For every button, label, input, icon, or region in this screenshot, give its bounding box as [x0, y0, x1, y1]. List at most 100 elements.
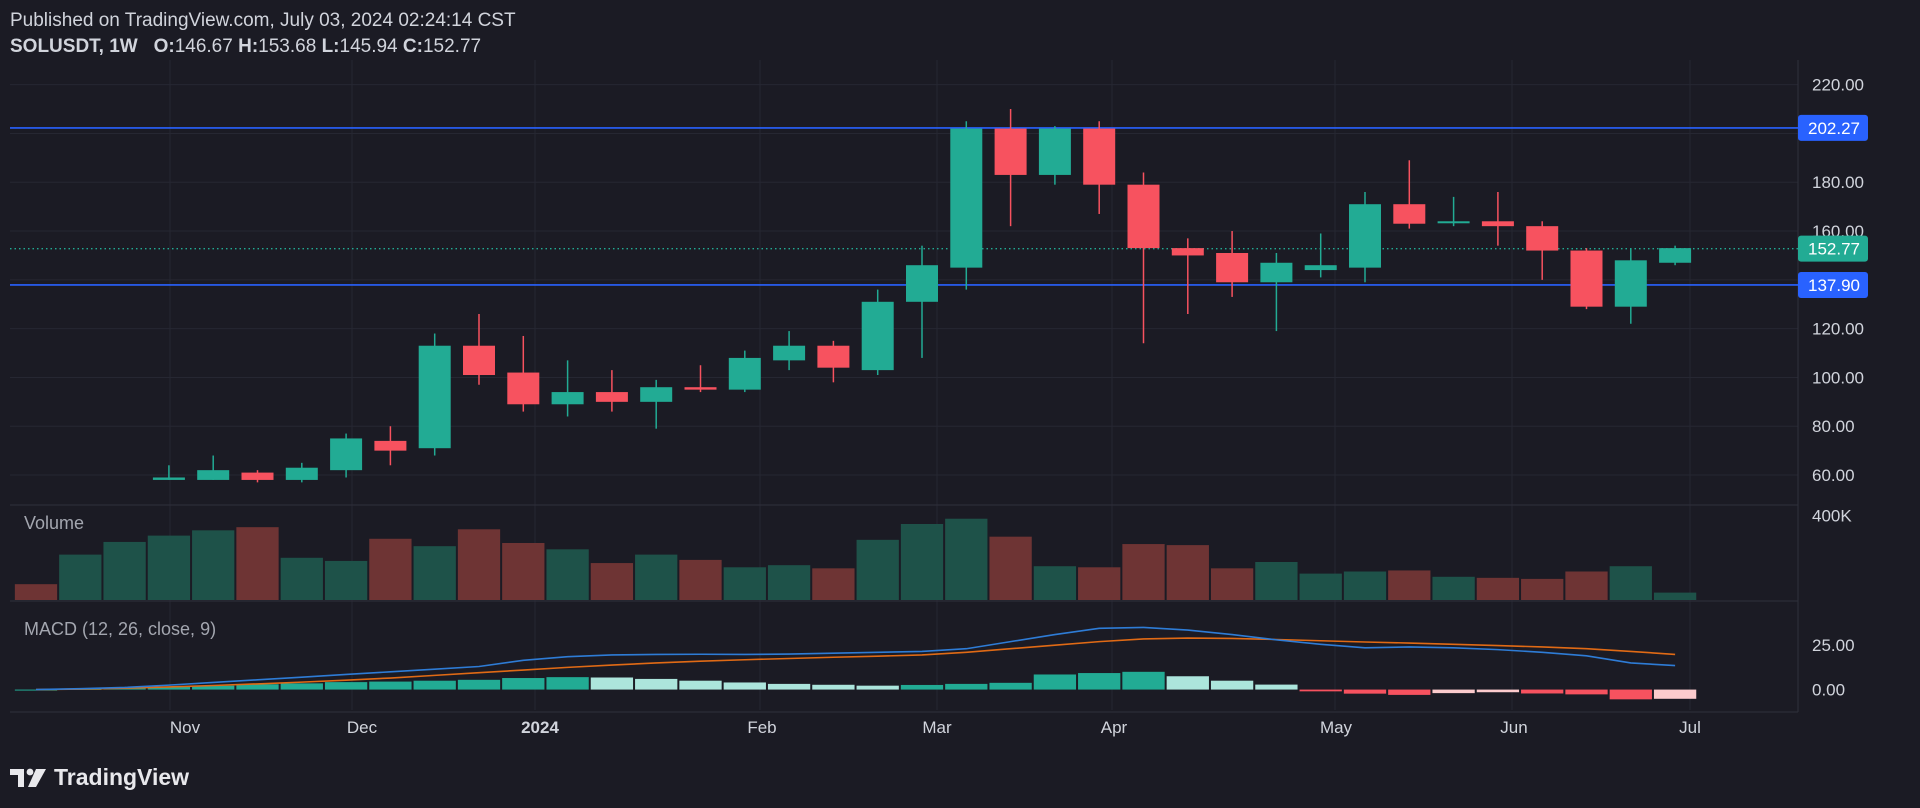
- low-value: 145.94: [339, 36, 398, 57]
- volume-pane-label: Volume: [24, 513, 84, 533]
- candle-body: [1393, 204, 1426, 224]
- open-label: O:: [153, 36, 175, 57]
- price-tag-label: 137.90: [1808, 276, 1860, 295]
- candle-body: [1570, 250, 1603, 307]
- macd-histogram-bar: [1476, 689, 1520, 693]
- published-info: Published on TradingView.com, July 03, 2…: [10, 10, 516, 31]
- candle-body: [285, 467, 318, 480]
- macd-histogram-bar: [546, 677, 589, 690]
- macd-histogram-bar: [900, 684, 944, 690]
- time-tick-label: Apr: [1101, 718, 1128, 737]
- macd-tick-label: 25.00: [1812, 636, 1855, 655]
- candle-body: [640, 387, 673, 402]
- macd-histogram-bar: [1609, 689, 1652, 700]
- price-tag-label: 202.27: [1808, 119, 1860, 138]
- candle-body: [950, 128, 983, 268]
- macd-histogram-bar: [856, 685, 899, 690]
- macd-pane-label: MACD (12, 26, close, 9): [24, 619, 216, 639]
- macd-histogram-bar: [14, 689, 58, 691]
- price-tag: [1798, 271, 1868, 298]
- candle-body: [197, 470, 230, 480]
- volume-bar: [1299, 573, 1342, 600]
- macd-histogram-bar: [1521, 689, 1564, 694]
- price-tick-label: 220.00: [1812, 76, 1864, 95]
- candle-body: [418, 345, 451, 449]
- candle-body: [551, 392, 584, 405]
- candle-body: [1304, 265, 1337, 271]
- volume-bar: [723, 567, 766, 600]
- volume-bar: [945, 518, 988, 600]
- candle-body: [152, 477, 185, 480]
- volume-bar: [989, 536, 1032, 600]
- volume-bar: [767, 565, 811, 600]
- open-value: 146.67: [174, 36, 233, 57]
- candle-body: [595, 392, 628, 402]
- macd-histogram-bar: [590, 677, 634, 690]
- volume-bar: [457, 529, 501, 600]
- volume-bar: [900, 524, 944, 600]
- candle-body: [241, 472, 274, 480]
- macd-histogram-bar: [147, 686, 191, 690]
- price-tick-label: 80.00: [1812, 417, 1855, 436]
- volume-bar: [236, 527, 279, 600]
- volume-bar: [1565, 571, 1608, 600]
- volume-bar: [1078, 567, 1121, 600]
- volume-bar: [856, 539, 899, 600]
- axes[interactable]: 220.00180.00160.00120.00100.0080.0060.00…: [170, 76, 1868, 737]
- high-label: H:: [238, 36, 259, 57]
- volume-bar: [1033, 566, 1077, 600]
- candle-body: [463, 345, 495, 375]
- candle-body: [1614, 260, 1647, 307]
- candle-body: [1127, 184, 1160, 249]
- candle-body: [1171, 248, 1204, 256]
- candle-body: [330, 438, 363, 471]
- macd-histogram-bar: [723, 682, 766, 690]
- macd-line: [35, 626, 1676, 691]
- horizontal-lines[interactable]: [10, 127, 1798, 286]
- macd-histogram-bar: [413, 680, 456, 690]
- candle-body: [684, 387, 717, 390]
- price-tick-label: 120.00: [1812, 320, 1864, 339]
- candle-body: [728, 357, 761, 390]
- volume-bar: [1122, 544, 1165, 600]
- macd-histogram-bar: [1565, 689, 1608, 695]
- time-tick-label: Mar: [922, 718, 952, 737]
- volume-bar: [59, 554, 102, 600]
- volume-bar: [192, 530, 235, 600]
- price-tick-label: 60.00: [1812, 466, 1855, 485]
- symbol-interval[interactable]: SOLUSDT, 1W: [10, 36, 138, 57]
- volume-bar: [679, 559, 722, 600]
- volume-bar: [1609, 566, 1652, 600]
- macd-histogram-bar: [1033, 674, 1077, 690]
- tradingview-logo-icon: [10, 768, 46, 787]
- high-value: 153.68: [258, 36, 317, 57]
- volume-bar: [103, 541, 146, 600]
- tradingview-footer: TradingView: [10, 764, 189, 791]
- volume-tick-label: 400K: [1812, 507, 1852, 526]
- macd-histogram-bar: [1343, 689, 1387, 694]
- volume-bar: [502, 543, 545, 600]
- volume-bar: [1343, 571, 1387, 600]
- candle-body: [1216, 253, 1249, 283]
- volume-bar: [413, 546, 456, 600]
- ohlc-legend: SOLUSDT, 1W O:146.67 H:153.68 L:145.94 C…: [10, 34, 516, 60]
- price-tick-label: 180.00: [1812, 173, 1864, 192]
- volume-bar: [324, 560, 368, 600]
- macd-histogram-bar: [679, 680, 722, 690]
- candle-body: [1659, 248, 1692, 263]
- macd-histogram-bar: [236, 684, 279, 690]
- candle-body: [773, 345, 806, 361]
- candle-body: [1526, 226, 1559, 251]
- candle-body: [861, 301, 894, 371]
- price-tag: [1798, 235, 1868, 262]
- macd-histogram-bar: [1255, 684, 1298, 690]
- candle-body: [1038, 128, 1071, 175]
- time-tick-label: Dec: [347, 718, 378, 737]
- volume-bar: [1653, 592, 1697, 600]
- macd-indicator: [14, 626, 1697, 700]
- macd-histogram-bar: [192, 685, 235, 690]
- macd-histogram-bar: [457, 679, 501, 690]
- candle-body: [374, 440, 407, 451]
- volume-bar: [369, 538, 412, 600]
